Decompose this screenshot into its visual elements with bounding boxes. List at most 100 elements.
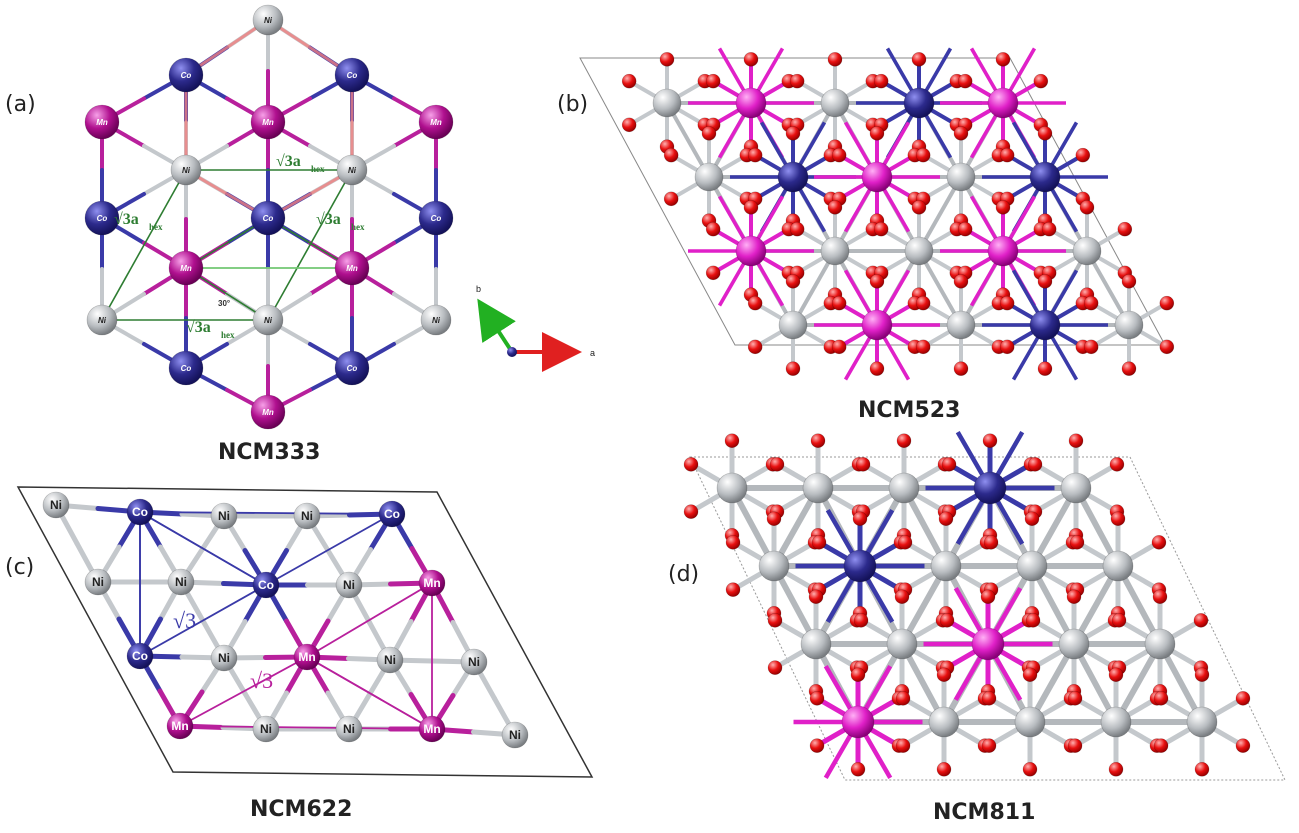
panel-b-mm-bond [791, 250, 837, 326]
panel-b-atom-o [747, 339, 763, 355]
panel-d-atom-o [769, 457, 785, 472]
svg-text:Ni: Ni [175, 575, 187, 589]
panel-d-atom-o [1153, 691, 1169, 706]
panel-d-atom-o [1153, 738, 1169, 753]
atom-ni: Ni [376, 646, 404, 674]
panel-d-atom-o [850, 667, 866, 683]
panel-a-sqrt3-label-4: √3a hex [186, 319, 235, 340]
panel-d-atom-o [981, 691, 997, 706]
atom-ni: Ni [336, 154, 368, 186]
atom-ni: Ni [86, 304, 118, 336]
panel-b-atom-mn [735, 87, 767, 119]
panel-b-atom-o [785, 361, 801, 376]
panel-b-atom-ni [778, 310, 808, 340]
panel-b-atom-ni [1072, 236, 1102, 266]
svg-text:√3a: √3a [114, 211, 139, 228]
panel-d-atom-o [766, 511, 782, 527]
panel-c-label: (c) [5, 555, 35, 580]
panel-b-atom-o [831, 295, 847, 311]
svg-text:Ni: Ni [182, 166, 191, 175]
panel-b-atom-o [999, 295, 1015, 311]
panel-b-mm-bond [917, 176, 963, 252]
panel-d-atom-ni [1144, 628, 1176, 660]
atom-mn: Mn [84, 104, 120, 140]
svg-text:Co: Co [258, 578, 274, 592]
panel-d-atom-o [938, 511, 954, 527]
panel-a-atoms: Ni Co Co Mn Mn Mn Ni Ni Co Co Co Mn Mn Ni Ni Ni Co Co Mn [84, 4, 454, 430]
panel-d-atom-ni [758, 550, 790, 582]
panel-d-structure [683, 431, 1286, 781]
panel-b-atom-o [953, 126, 969, 141]
panel-b-label: (b) [557, 92, 589, 117]
panel-d-atom-o [1066, 589, 1082, 605]
atom-mn: Mn [166, 712, 194, 740]
svg-text:Mn: Mn [298, 650, 315, 664]
panel-d-atom-ni [1186, 706, 1218, 738]
panel-d-atom-o [808, 589, 824, 605]
panel-b-atom-o [995, 200, 1011, 215]
panel-b-atom-ni [946, 310, 976, 340]
panel-d-atom-ni [1060, 472, 1092, 504]
panel-d-atom-ni [1014, 706, 1046, 738]
panel-d-atom-o [1235, 738, 1251, 753]
panel-d-atom-o [725, 535, 741, 550]
svg-text:Co: Co [181, 71, 192, 80]
panel-d-atom-o [1067, 691, 1083, 706]
panel-d-atom-ni [800, 628, 832, 660]
panel-d-atom-o [936, 761, 952, 777]
panel-b-atom-o [1159, 295, 1175, 311]
panel-d-atom-o [850, 761, 866, 777]
panel-d-atom-o [855, 457, 871, 472]
panel-d-atom-o [1067, 738, 1083, 753]
panel-b-mm-bond [917, 250, 963, 326]
panel-d-atom-ni [716, 472, 748, 504]
panel-d-atom-ni [1016, 550, 1048, 582]
panel-b-atom-o [1075, 147, 1091, 163]
panel-b-atom-o [785, 126, 801, 141]
panel-b-atom-ni [1114, 310, 1144, 340]
svg-text:hex: hex [311, 164, 325, 174]
panel-b-atom-ni [820, 236, 850, 266]
panel-d-atom-co [973, 471, 1007, 505]
svg-text:Mn: Mn [423, 722, 440, 736]
panel-d-atom-ni [802, 472, 834, 504]
panel-b-atom-ni [904, 236, 934, 266]
svg-text:Co: Co [181, 364, 192, 373]
panel-d-atom-o [1022, 667, 1038, 683]
panel-c-sqrt3-co: √3 [173, 608, 196, 633]
panel-b-structure [579, 47, 1175, 381]
panel-b-atom-o [957, 221, 973, 237]
atom-ni: Ni [170, 154, 202, 186]
panel-b-atom-o [1083, 295, 1099, 311]
svg-text:Co: Co [347, 71, 358, 80]
panel-d-atom-o [683, 504, 699, 519]
panel-b-atom-o [621, 73, 637, 89]
panel-d-atom-o [767, 613, 783, 628]
panel-d-atom-o [897, 535, 913, 550]
svg-text:Mn: Mn [262, 408, 274, 417]
panel-b-atom-o [915, 147, 931, 163]
axis-a-label: a [590, 348, 595, 358]
panel-b-atom-o [999, 339, 1015, 355]
atom-mn: Mn [418, 569, 446, 597]
panel-b-atom-o [663, 191, 679, 207]
panel-d-atom-o [1108, 667, 1124, 683]
panel-d-caption: NCM811 [933, 800, 1036, 825]
panel-d-atom-ni [930, 550, 962, 582]
panel-d-atom-o [1110, 511, 1126, 527]
svg-text:Ni: Ni [468, 655, 480, 669]
panel-d-atom-o [810, 433, 826, 449]
panel-b-atom-o [831, 339, 847, 355]
atom-ni: Ni [42, 491, 70, 519]
panel-d-atom-mn [841, 705, 875, 739]
panel-b-atom-mn [735, 235, 767, 267]
atom-ni: Ni [335, 571, 363, 599]
panel-a-sqrt3-label-1: √3a hex [276, 153, 325, 174]
svg-text:Ni: Ni [348, 166, 357, 175]
panel-d-atom-o [1193, 613, 1209, 628]
panel-c-sqrt3-mn: √3 [250, 668, 273, 693]
atom-co: Co [334, 350, 370, 386]
panel-d-atom-o [1069, 535, 1085, 550]
svg-text:Co: Co [132, 505, 148, 519]
panel-d-atom-o [980, 589, 996, 605]
